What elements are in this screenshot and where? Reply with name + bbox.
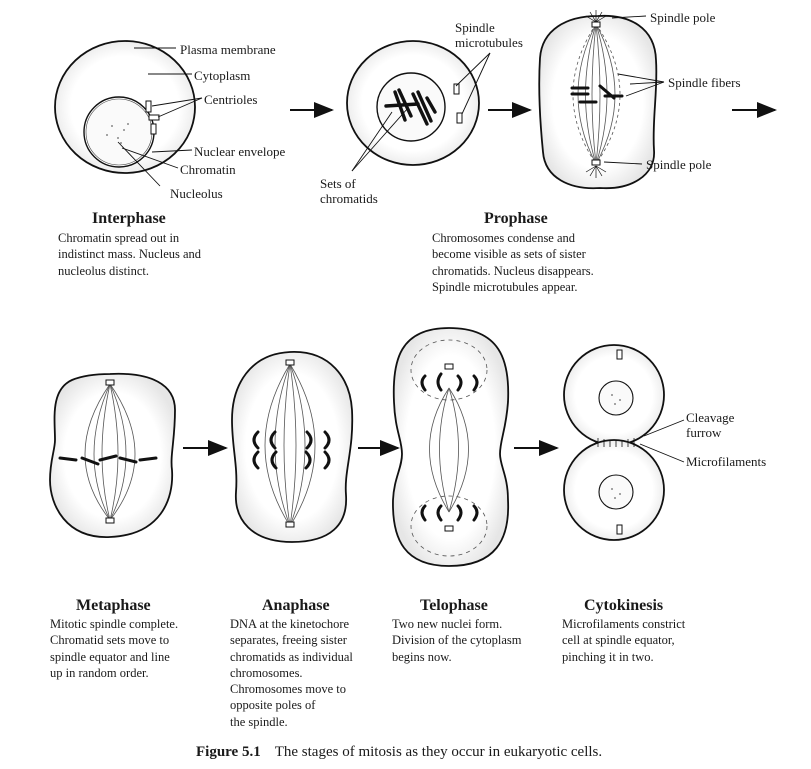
title-anaphase: Anaphase — [262, 597, 330, 614]
title-telophase: Telophase — [420, 597, 488, 614]
metaphase-chromosomes — [58, 454, 158, 466]
label-plasma-membrane: Plasma membrane — [180, 42, 276, 57]
spindle-leader-lines — [603, 15, 665, 165]
anaphase-chromosomes — [252, 430, 331, 470]
prophase-chromatids — [384, 88, 437, 126]
label-centrioles: Centrioles — [204, 92, 258, 107]
prophase-cell — [346, 40, 491, 172]
spindle-pole-asters — [585, 10, 607, 178]
stage-arrows — [183, 102, 777, 456]
daughter-nuclei — [598, 380, 634, 510]
telophase-chromosomes — [420, 372, 479, 522]
desc-metaphase: Mitotic spindle complete. Chromatid sets… — [50, 617, 179, 680]
interphase-centrioles — [145, 100, 160, 135]
desc-cytokinesis: Microfilaments constrict cell at spindle… — [562, 617, 686, 664]
label-cytoplasm: Cytoplasm — [194, 68, 251, 83]
interphase-chromatin — [106, 123, 129, 144]
desc-prophase: Chromosomes condense and become visible … — [432, 231, 594, 294]
spindle-chromosomes — [570, 84, 624, 104]
figure-caption: Figure 5.1 The stages of mitosis as they … — [196, 744, 602, 761]
prophase-centrioles — [453, 83, 463, 124]
desc-interphase: Chromatin spread out in indistinct mass.… — [58, 231, 202, 278]
interphase-cell — [54, 40, 203, 187]
telophase-cell — [392, 327, 510, 567]
cytokinesis-leader-lines — [639, 419, 685, 463]
label-cleavage-furrow: Cleavage furrow — [686, 410, 735, 440]
cytokinesis-cells — [563, 344, 685, 541]
figure-caption-label: Figure 5.1 — [196, 744, 261, 760]
anaphase-cell — [231, 351, 354, 543]
label-chromatin: Chromatin — [180, 162, 236, 177]
label-nucleolus: Nucleolus — [170, 186, 223, 201]
desc-telophase: Two new nuclei form. Division of the cyt… — [392, 617, 522, 664]
prophase-leader-lines — [351, 52, 491, 172]
label-sets-of-chromatids: Sets of chromatids — [320, 176, 378, 206]
label-microfilaments: Microfilaments — [686, 454, 767, 469]
label-spindle-fibers: Spindle fibers — [668, 75, 741, 90]
spindle-fibers — [572, 23, 621, 165]
desc-anaphase: DNA at the kinetochore separates, freein… — [230, 617, 353, 729]
label-spindle-pole-top: Spindle pole — [650, 10, 716, 25]
label-spindle-microtubules: Spindle microtubules — [455, 20, 523, 50]
interphase-leader-lines — [117, 47, 203, 187]
title-cytokinesis: Cytokinesis — [584, 597, 664, 614]
title-metaphase: Metaphase — [76, 597, 151, 614]
spindle-formation-cell — [538, 10, 665, 190]
figure-caption-text: The stages of mitosis as they occur in e… — [274, 744, 603, 760]
label-nuclear-envelope: Nuclear envelope — [194, 144, 286, 159]
label-spindle-pole-bottom: Spindle pole — [646, 157, 712, 172]
title-prophase: Prophase — [484, 210, 548, 227]
title-interphase: Interphase — [92, 210, 166, 227]
cleavage-microfilaments — [597, 438, 635, 447]
metaphase-cell — [49, 372, 176, 538]
interphase-nucleus — [83, 96, 155, 168]
